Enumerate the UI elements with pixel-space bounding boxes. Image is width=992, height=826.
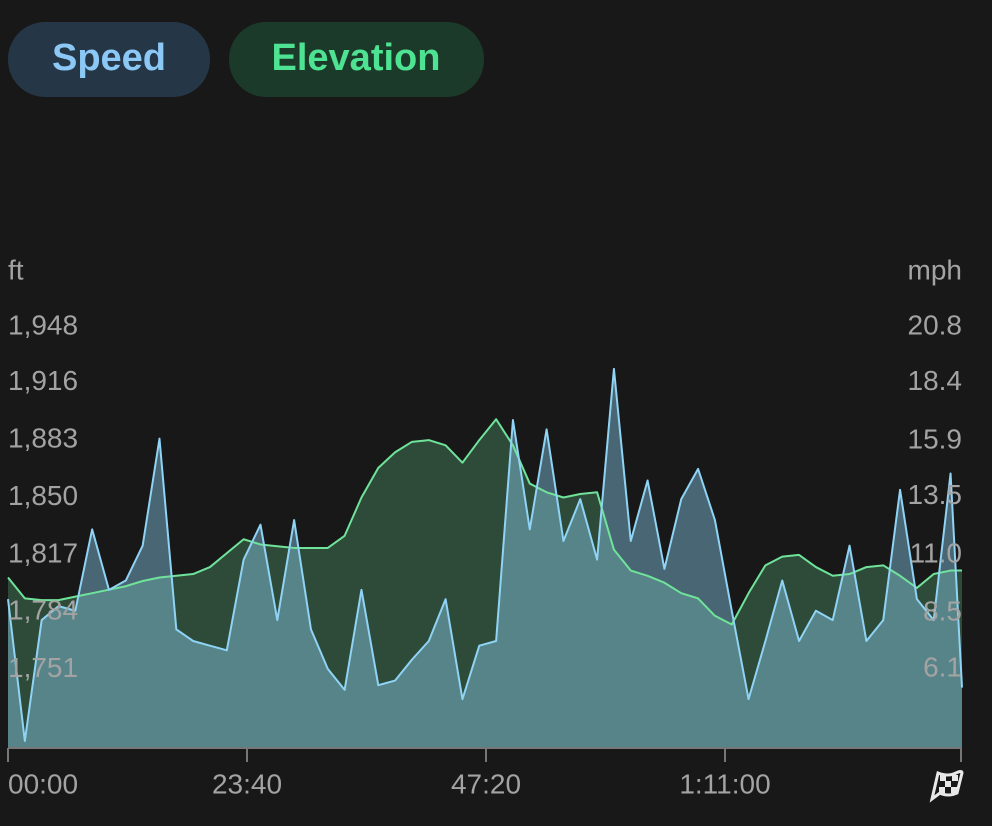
speed-button-label[interactable]: Speed bbox=[52, 37, 166, 79]
series-line bbox=[7, 418, 962, 626]
finish-flag-icon bbox=[929, 770, 964, 803]
y-tick-label: 1,751 bbox=[8, 652, 78, 683]
y-tick-label: 1,784 bbox=[8, 595, 78, 626]
y2-tick-label: 13.5 bbox=[908, 479, 963, 510]
plot-area bbox=[7, 367, 963, 748]
elevation-button[interactable] bbox=[229, 22, 484, 97]
series-area bbox=[8, 419, 962, 748]
x-tick-label: 23:40 bbox=[212, 768, 282, 799]
x-tick-label: 00:00 bbox=[8, 768, 78, 799]
speed-button[interactable] bbox=[8, 22, 210, 97]
y2-tick-label: 6.1 bbox=[923, 651, 962, 682]
y2-tick-label: 18.4 bbox=[908, 365, 963, 396]
y2-tick-label: 8.5 bbox=[923, 595, 962, 626]
elevation-button-label[interactable]: Elevation bbox=[272, 37, 441, 79]
y2-axis-unit: mph bbox=[908, 254, 962, 285]
series-area bbox=[8, 368, 962, 748]
y2-tick-label: 15.9 bbox=[908, 423, 963, 454]
y-tick-label: 1,883 bbox=[8, 422, 78, 453]
y-axis-unit: ft bbox=[8, 254, 24, 285]
x-tick-label: 1:11:00 bbox=[679, 768, 770, 799]
y-tick-label: 1,948 bbox=[8, 309, 78, 340]
y2-tick-label: 11.0 bbox=[910, 537, 962, 568]
y-tick-label: 1,850 bbox=[8, 480, 78, 511]
x-tick-label: 47:20 bbox=[451, 768, 521, 799]
y-tick-label: 1,817 bbox=[8, 537, 78, 568]
y-tick-label: 1,916 bbox=[8, 365, 78, 396]
series-line bbox=[7, 367, 963, 743]
y2-tick-label: 20.8 bbox=[908, 309, 963, 340]
